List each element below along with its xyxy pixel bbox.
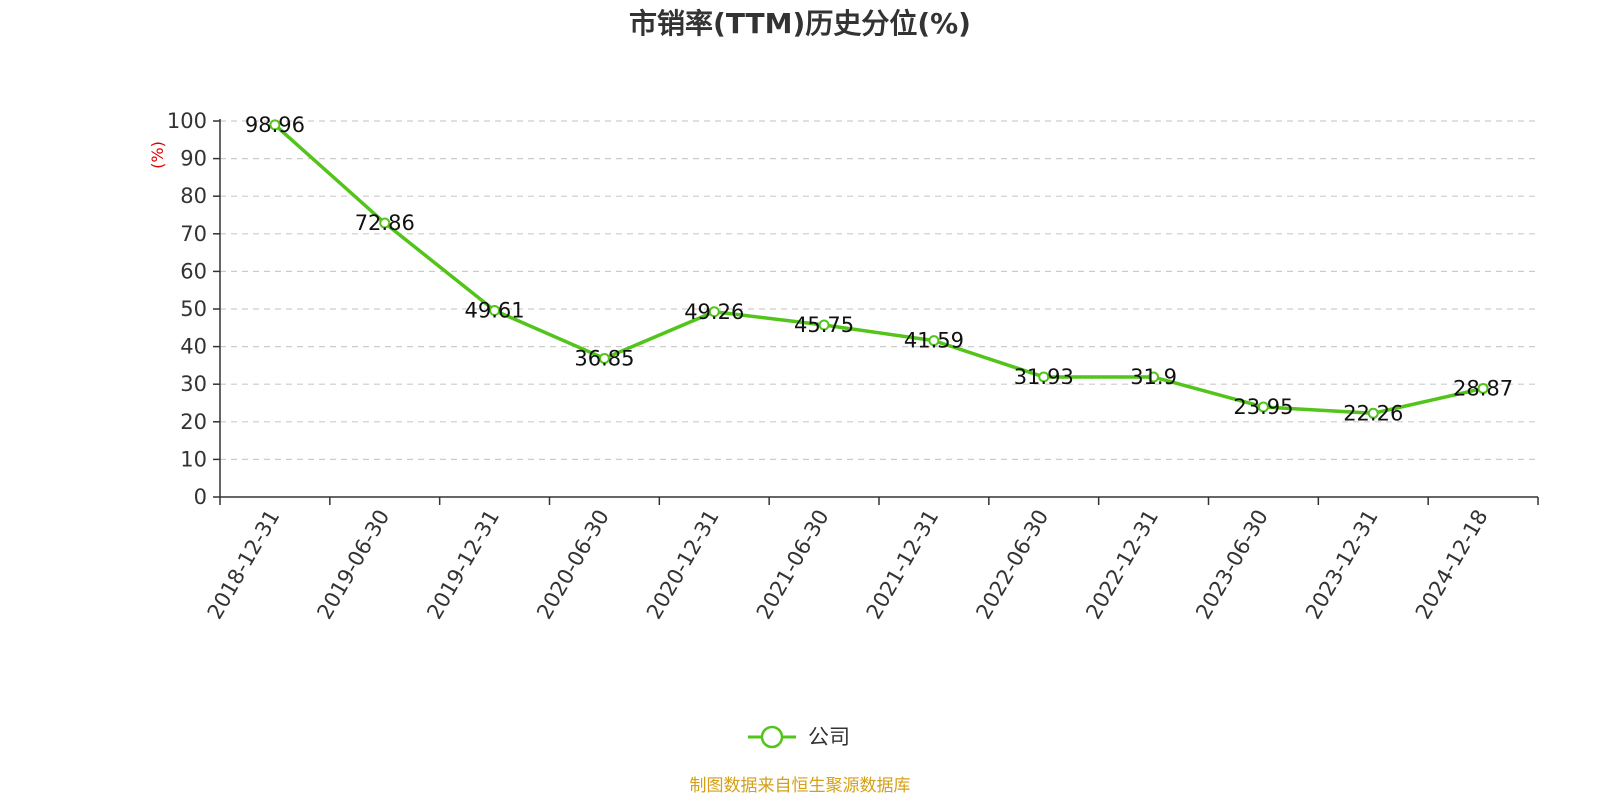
y-tick-label: 10: [180, 447, 207, 471]
data-point[interactable]: [1257, 401, 1269, 413]
data-point[interactable]: [379, 217, 391, 229]
data-label: 45.75: [794, 313, 854, 337]
data-point[interactable]: [818, 319, 830, 331]
chart-title: 市销率(TTM)历史分位(%): [629, 7, 971, 40]
grid-lines: [220, 120, 1538, 460]
x-tick-label: 2021-12-31: [862, 506, 944, 624]
data-label: 31.93: [1014, 365, 1074, 389]
x-tick-label: 2021-06-30: [752, 506, 834, 624]
data-label: 98.96: [245, 113, 305, 137]
x-tick-label: 2020-06-30: [532, 506, 614, 624]
data-point[interactable]: [269, 119, 281, 131]
data-label: 36.85: [574, 346, 634, 370]
y-tick-label: 50: [180, 297, 207, 321]
x-tick-label: 2018-12-31: [203, 506, 285, 624]
data-point[interactable]: [1477, 382, 1489, 394]
x-tick-label: 2019-06-30: [312, 506, 394, 624]
x-tick-label: 2019-12-31: [422, 506, 504, 624]
y-tick-label: 80: [180, 184, 207, 208]
data-label: 31.9: [1130, 365, 1177, 389]
data-label: 49.26: [684, 300, 744, 324]
data-label: 28.87: [1453, 376, 1513, 400]
y-tick-label: 20: [180, 410, 207, 434]
legend[interactable]: 公司: [748, 725, 850, 749]
data-label: 49.61: [465, 298, 525, 322]
y-tick-label: 40: [180, 335, 207, 359]
data-point[interactable]: [489, 304, 501, 316]
y-tick-label: 60: [180, 259, 207, 283]
x-tick-label: 2020-12-31: [642, 506, 724, 624]
data-label: 23.95: [1233, 395, 1293, 419]
y-tick-label: 0: [194, 485, 207, 509]
data-label: 41.59: [904, 329, 964, 353]
y-tick-label: 90: [180, 147, 207, 171]
axes: 0 10 20 30 40 50 60 70 80 90 100 2018-12-31 2019-06-…: [167, 109, 1539, 624]
x-tick-label: 2024-12-18: [1411, 506, 1493, 624]
data-point[interactable]: [1148, 371, 1160, 383]
data-point[interactable]: [1038, 371, 1050, 383]
data-point[interactable]: [598, 352, 610, 364]
legend-label: 公司: [808, 725, 850, 749]
series-line: [273, 123, 1484, 416]
source-note: 制图数据来自恒生聚源数据库: [690, 776, 911, 796]
y-axis-unit: (%): [148, 141, 167, 169]
data-labels: 98.9672.8649.6136.8549.2645.7541.5931.93…: [245, 113, 1513, 425]
data-label: 72.86: [355, 211, 415, 235]
data-point[interactable]: [928, 335, 940, 347]
data-point[interactable]: [708, 306, 720, 318]
x-tick-label: 2022-06-30: [971, 506, 1053, 624]
x-tick-label: 2023-12-31: [1301, 506, 1383, 624]
y-tick-label: 70: [180, 222, 207, 246]
data-point[interactable]: [1367, 407, 1379, 419]
x-tick-label: 2022-12-31: [1081, 506, 1163, 624]
series-company: [269, 119, 1489, 419]
x-tick-label: 2023-06-30: [1191, 506, 1273, 624]
y-tick-label: 100: [167, 109, 207, 133]
y-tick-label: 30: [180, 372, 207, 396]
legend-marker-icon: [760, 725, 784, 749]
data-label: 22.26: [1343, 401, 1403, 425]
